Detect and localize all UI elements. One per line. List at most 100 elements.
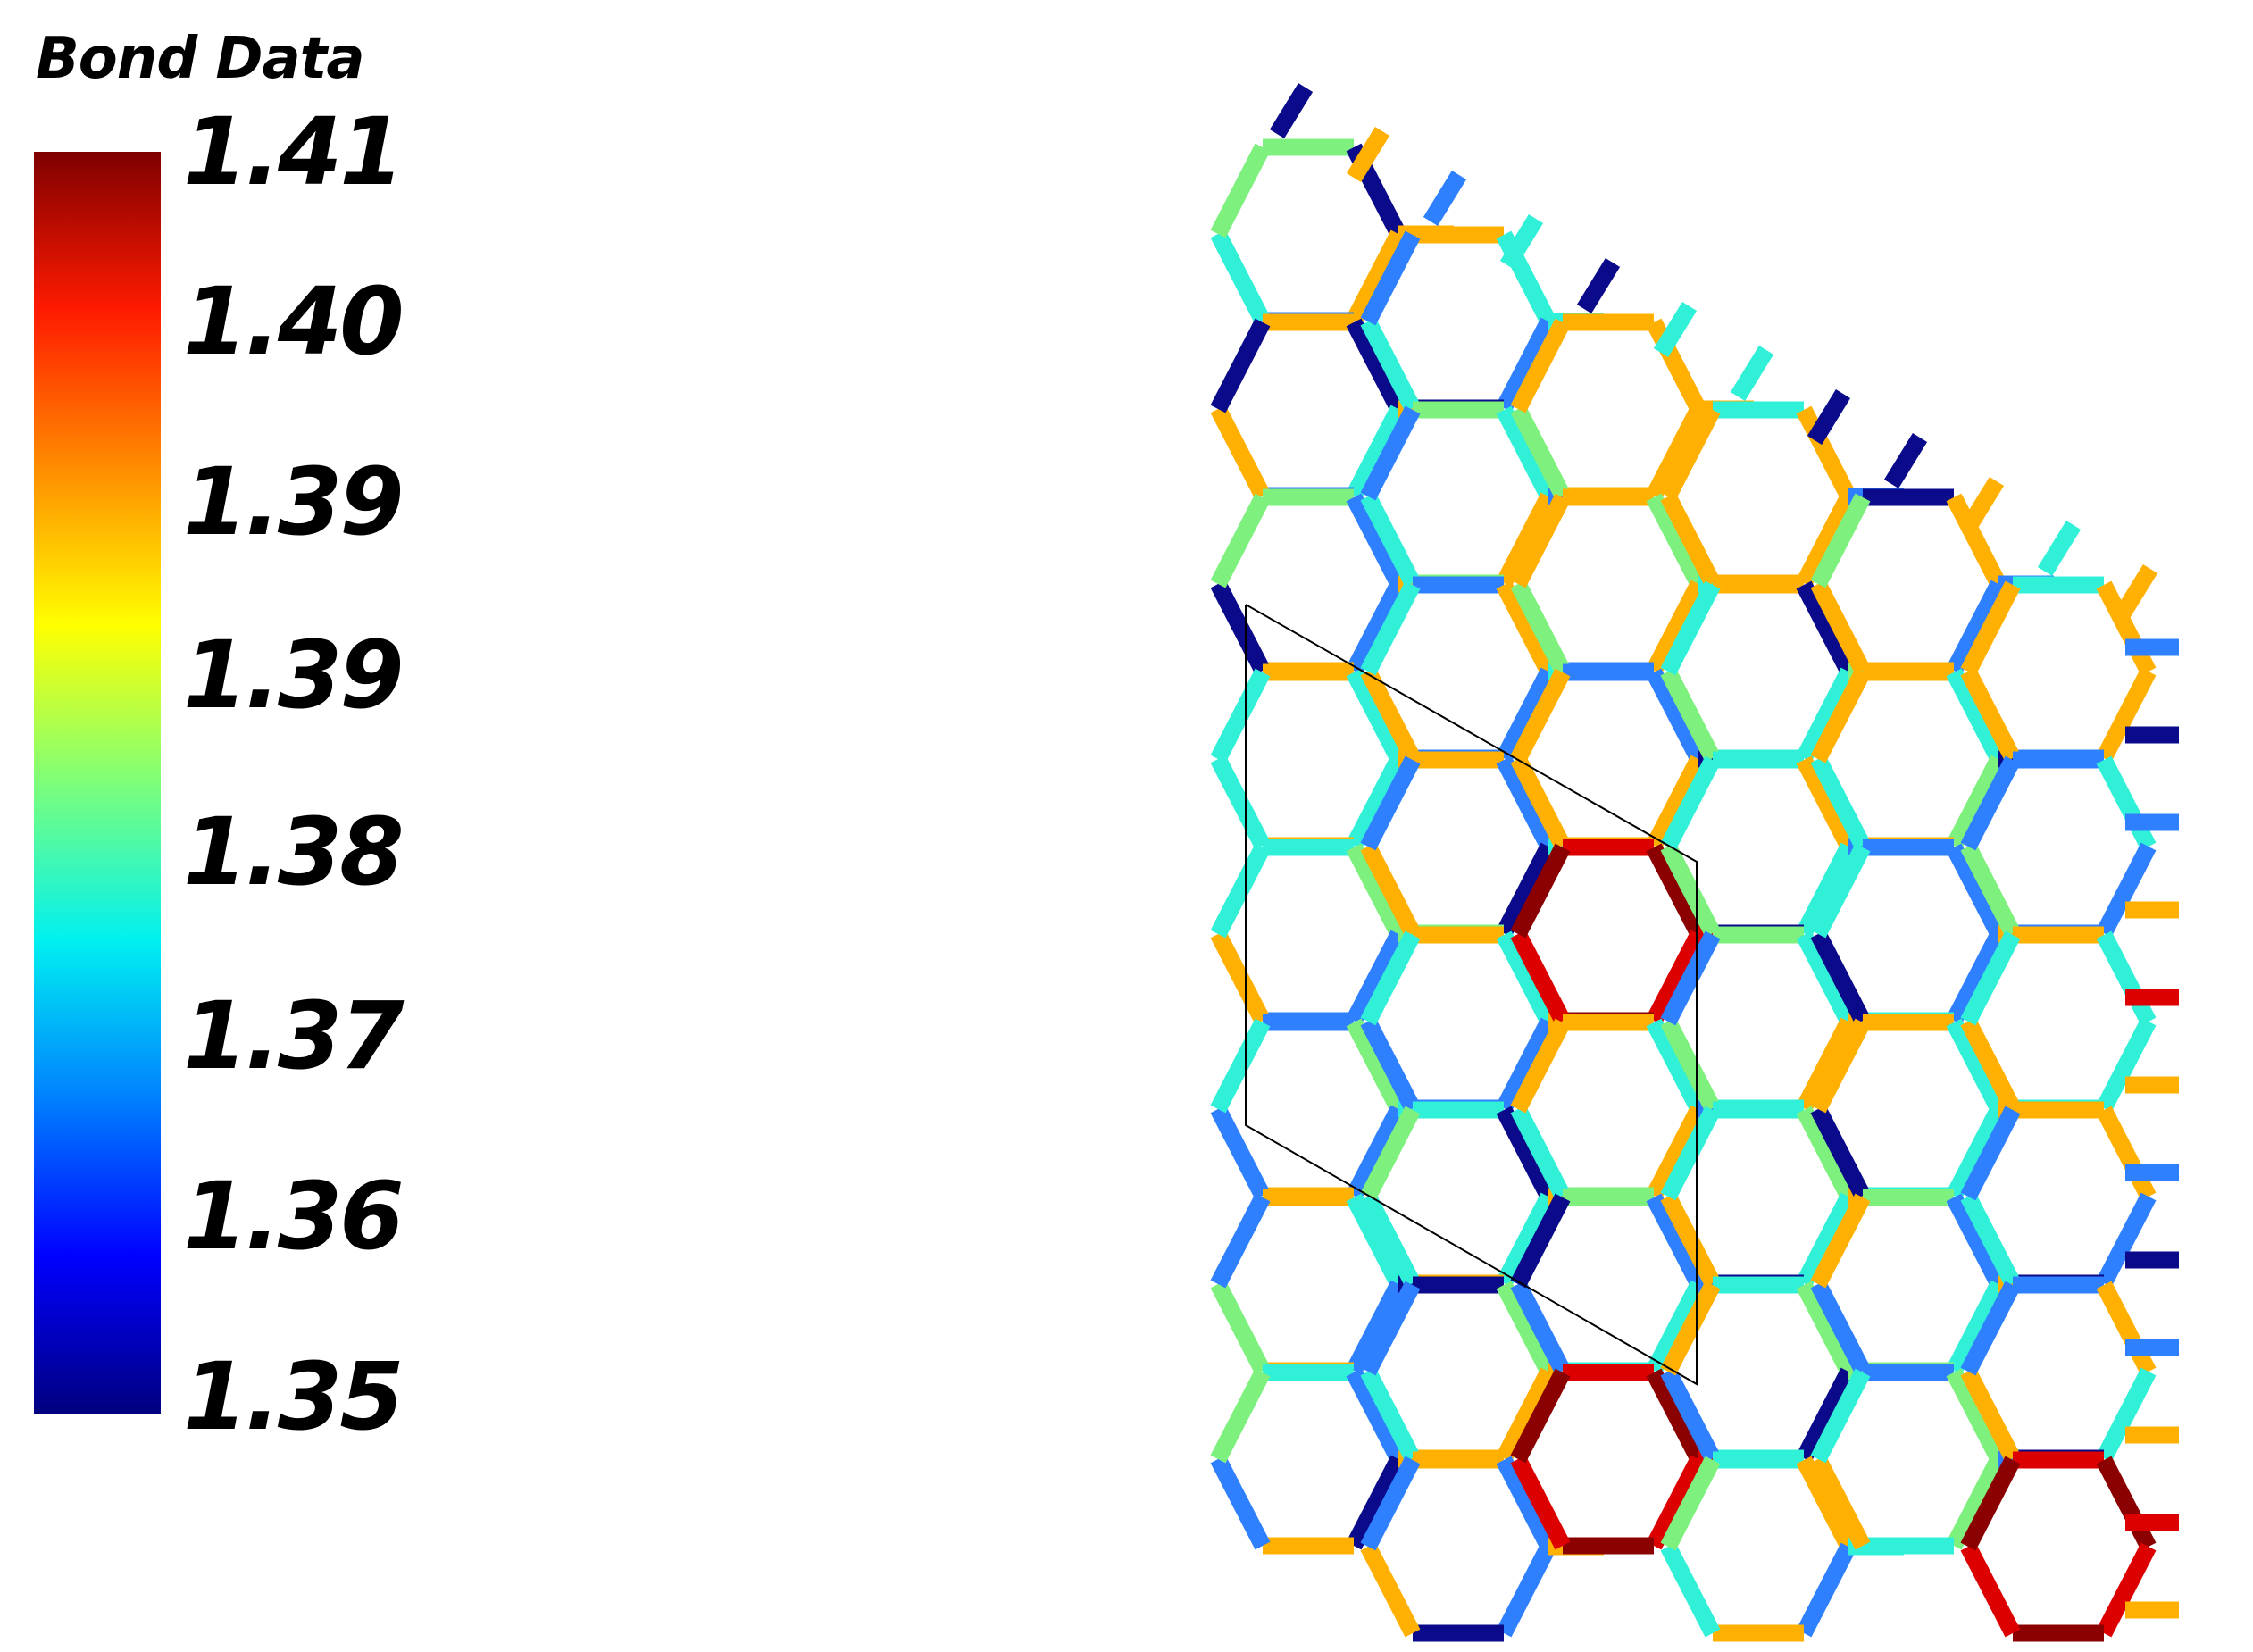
bond [1210, 405, 1271, 500]
bond [1346, 755, 1406, 850]
bond [1496, 1192, 1556, 1288]
bond [1960, 1281, 2021, 1376]
bond [1660, 1106, 1721, 1201]
bond [1660, 1281, 1721, 1376]
bond [2096, 667, 2157, 763]
bond [1496, 667, 1556, 763]
bond [1646, 1368, 1706, 1464]
bond [1346, 405, 1406, 500]
bond [1346, 668, 1406, 763]
bond [1960, 930, 2021, 1026]
bond [1646, 1280, 1706, 1375]
bond [1810, 668, 1871, 763]
bond [1346, 229, 1406, 325]
bond [1346, 1280, 1406, 1375]
bond [1810, 1018, 1871, 1114]
bond [1810, 1455, 1871, 1550]
bond [1346, 580, 1406, 675]
bond [1510, 1018, 1571, 1114]
bond [1810, 493, 1871, 588]
bond [1960, 477, 2005, 532]
bond [1210, 668, 1271, 763]
bond [1576, 258, 1621, 313]
tick-label: 1.36 [183, 1162, 405, 1271]
bond [1360, 1456, 1421, 1551]
bond [1360, 317, 1421, 413]
bond [1660, 1542, 1721, 1638]
bond [1796, 755, 1857, 851]
bond [1210, 143, 1271, 238]
bond [1810, 1280, 1871, 1375]
bond [1210, 755, 1271, 850]
bond [1810, 755, 1871, 850]
bond [1210, 1280, 1271, 1375]
bond [1360, 755, 1421, 851]
bond [1960, 1542, 2021, 1638]
bond [1810, 1105, 1871, 1200]
tick-label: 1.39 [183, 447, 405, 556]
bond [1960, 1106, 2021, 1201]
bond [1960, 755, 2021, 851]
bond [1660, 1367, 1721, 1463]
bond [2096, 1367, 2157, 1463]
bond [1510, 1368, 1571, 1464]
bond [1796, 492, 1857, 588]
bond [1796, 930, 1857, 1026]
bond [1946, 668, 2007, 763]
bond [1660, 667, 1721, 763]
bond [1360, 230, 1421, 326]
bond [1796, 1542, 1857, 1638]
bond [1946, 1368, 2007, 1464]
bond [1960, 1192, 2021, 1288]
bond [1510, 1280, 1571, 1375]
bond [1360, 1106, 1421, 1201]
bond [1960, 1017, 2021, 1113]
bond [1946, 1455, 2007, 1550]
bond [1646, 1193, 1706, 1289]
bond [1646, 1455, 1706, 1550]
bond [1210, 930, 1271, 1025]
bond [1496, 317, 1556, 413]
bond [1360, 1281, 1421, 1376]
bond [1510, 843, 1571, 939]
bond [2096, 1017, 2157, 1113]
color-scale-bar [34, 152, 161, 1414]
bond [1796, 1192, 1857, 1288]
tick-label: 1.41 [183, 97, 405, 206]
tick-label: 1.38 [183, 797, 405, 906]
bond [1496, 842, 1556, 938]
bond [1810, 930, 1871, 1025]
bond [1660, 1456, 1721, 1551]
bond [1510, 1105, 1571, 1200]
bond [1660, 1017, 1721, 1113]
bond [1796, 1456, 1857, 1551]
bond [1946, 580, 2007, 675]
bond [1796, 405, 1857, 501]
bond [1946, 843, 2007, 939]
bond [1646, 843, 1706, 939]
bond [1646, 405, 1706, 500]
bond [1496, 1456, 1556, 1551]
bond [2096, 842, 2157, 938]
bond [1510, 1193, 1571, 1289]
bond [1660, 755, 1721, 851]
bond [1269, 83, 1314, 138]
bond [1210, 580, 1271, 675]
bond [1360, 492, 1421, 588]
bond [1510, 318, 1571, 413]
bond [1810, 580, 1871, 675]
bond [2096, 580, 2157, 676]
bond [2037, 521, 2082, 576]
bond [2096, 1456, 2157, 1551]
bond [1210, 493, 1271, 588]
bond [1496, 1017, 1556, 1113]
bond [1946, 493, 2007, 588]
bond [1499, 214, 1544, 270]
bond [1360, 1542, 1421, 1638]
bond [1210, 1455, 1271, 1550]
bond [1510, 755, 1571, 850]
bond [1210, 318, 1271, 413]
bond [1346, 1368, 1406, 1464]
bond [1646, 755, 1706, 850]
bond [1946, 1280, 2007, 1375]
